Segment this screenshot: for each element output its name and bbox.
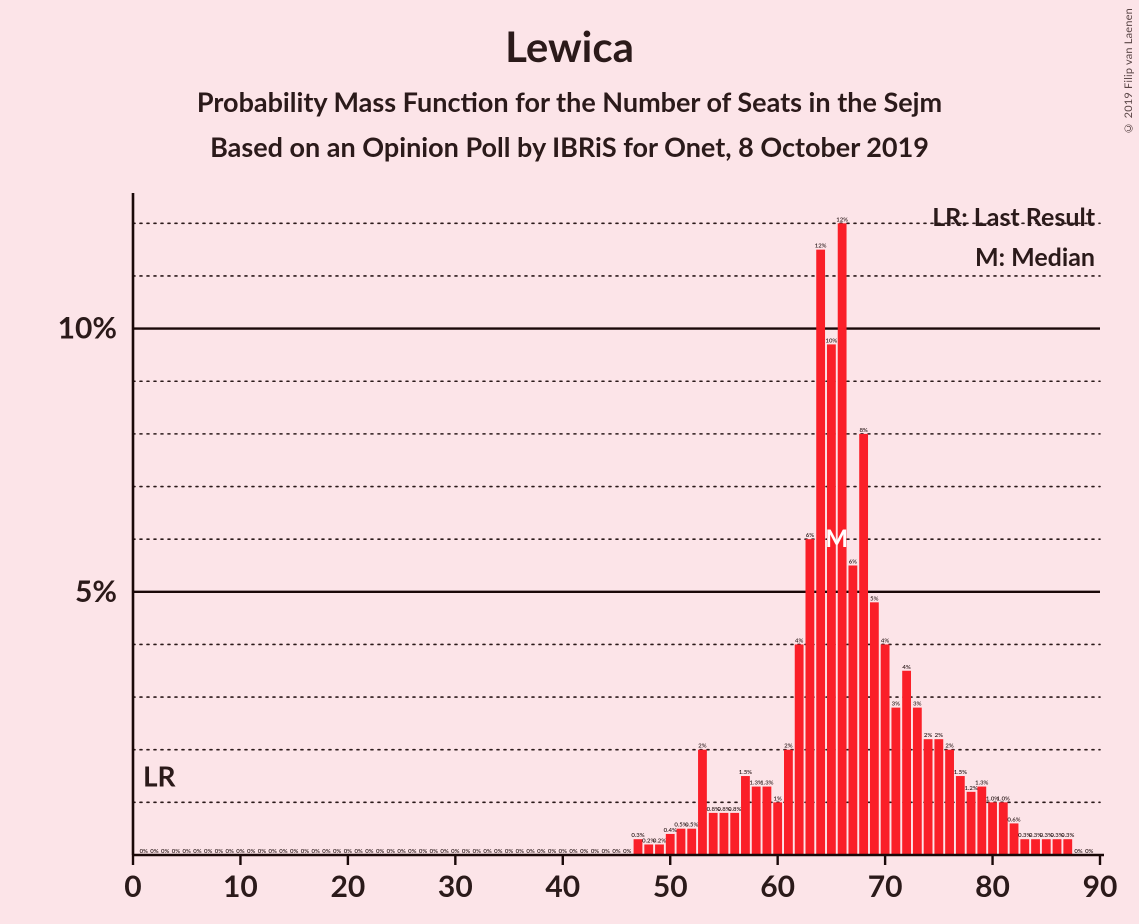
bar-value-label: 0.6%	[1007, 816, 1020, 823]
x-tick-label: 50	[653, 868, 688, 904]
pmf-bar	[924, 739, 933, 855]
pmf-bar	[741, 776, 750, 855]
pmf-bar	[677, 829, 686, 855]
x-tick-label: 30	[438, 868, 473, 904]
bar-value-label: 5%	[870, 595, 878, 602]
pmf-bar	[1053, 839, 1062, 855]
pmf-bar	[655, 844, 664, 855]
pmf-bar	[934, 739, 943, 855]
x-tick-label: 40	[545, 868, 580, 904]
pmf-bar	[773, 802, 782, 855]
pmf-bar	[913, 708, 922, 855]
pmf-bar	[805, 539, 814, 855]
x-tick-label: 70	[868, 868, 903, 904]
pmf-bar	[709, 813, 718, 855]
bar-value-label: 2%	[935, 732, 943, 739]
pmf-bar	[1031, 839, 1040, 855]
median-marker-label: M	[825, 524, 848, 553]
pmf-bar	[666, 834, 675, 855]
bar-value-label: 12%	[815, 243, 827, 250]
bar-value-label: 3%	[892, 701, 900, 708]
bar-value-label: 3%	[913, 701, 921, 708]
bar-value-label: 2%	[698, 743, 706, 750]
bar-value-label: 1.5%	[739, 769, 752, 776]
bar-value-label: 6%	[806, 532, 814, 539]
pmf-bar	[795, 644, 804, 855]
pmf-bar	[1042, 839, 1051, 855]
bar-value-label: 12%	[836, 216, 848, 223]
pmf-bar	[1063, 839, 1072, 855]
pmf-bar	[763, 787, 772, 855]
bar-value-label: 1%	[773, 795, 781, 802]
bar-value-label: 1.0%	[997, 795, 1010, 802]
bar-value-label: 2%	[945, 743, 953, 750]
bar-value-label: 4%	[881, 637, 889, 644]
pmf-bar	[730, 813, 739, 855]
pmf-bar	[945, 750, 954, 855]
lr-marker-label: LR	[143, 759, 177, 793]
bar-value-label: 8%	[859, 427, 867, 434]
pmf-bar	[848, 565, 857, 855]
x-tick-label: 10	[223, 868, 258, 904]
x-tick-label: 0	[124, 868, 141, 904]
pmf-bar	[988, 802, 997, 855]
bar-value-label: 0.3%	[1061, 832, 1074, 839]
bar-value-label: 1.3%	[975, 780, 988, 787]
bar-value-label: 6%	[849, 558, 857, 565]
bar-value-label: 0.2%	[653, 837, 666, 844]
pmf-bar	[967, 792, 976, 855]
bar-value-label: 0.8%	[728, 806, 741, 813]
x-tick-label: 20	[330, 868, 365, 904]
x-tick-label: 60	[760, 868, 795, 904]
y-tick-label: 5%	[75, 573, 117, 609]
pmf-bar	[1010, 823, 1019, 855]
bar-value-label: 1.5%	[954, 769, 967, 776]
bar-value-label: 2%	[784, 743, 792, 750]
pmf-bar	[634, 839, 643, 855]
pmf-bar	[956, 776, 965, 855]
pmf-bar	[827, 344, 836, 855]
pmf-bar	[698, 750, 707, 855]
pmf-bar	[859, 434, 868, 855]
pmf-bar	[687, 829, 696, 855]
x-tick-label: 90	[1083, 868, 1118, 904]
bar-value-label: 10%	[825, 337, 837, 344]
pmf-bar	[720, 813, 729, 855]
bar-value-label: 2%	[924, 732, 932, 739]
pmf-bar	[1020, 839, 1029, 855]
pmf-bar	[870, 602, 879, 855]
pmf-bar	[999, 802, 1008, 855]
bar-value-label: 4%	[795, 637, 803, 644]
pmf-bar	[816, 250, 825, 855]
pmf-bar	[891, 708, 900, 855]
x-tick-label: 80	[975, 868, 1010, 904]
bar-value-label: 4%	[902, 664, 910, 671]
pmf-bar	[881, 644, 890, 855]
pmf-bar-chart: 5%10%0%0%0%0%0%0%0%0%0%0%0%0%0%0%0%0%0%0…	[0, 0, 1139, 924]
bar-value-label: 0.5%	[685, 822, 698, 829]
bar-value-label: 1.3%	[760, 780, 773, 787]
pmf-bar	[644, 844, 653, 855]
pmf-bar	[902, 671, 911, 855]
pmf-bar	[752, 787, 761, 855]
pmf-bar	[784, 750, 793, 855]
y-tick-label: 10%	[58, 310, 117, 346]
pmf-bar	[977, 787, 986, 855]
